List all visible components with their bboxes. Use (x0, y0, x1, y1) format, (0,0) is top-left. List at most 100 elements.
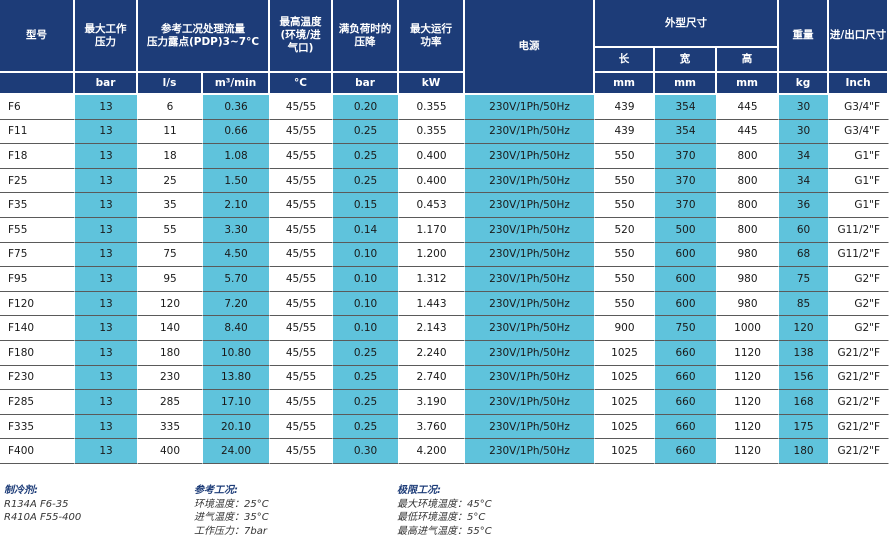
cell-pressure: 13 (75, 144, 138, 169)
notes-line: R410A F55-400 (4, 512, 82, 523)
cell-flow-m3: 1.08 (203, 144, 271, 169)
cell-supply: 230V/1Ph/50Hz (465, 193, 596, 218)
cell-length: 550 (595, 144, 656, 169)
cell-model: F140 (0, 316, 75, 341)
cell-weight: 120 (779, 316, 830, 341)
cell-flow-ls: 18 (138, 144, 203, 169)
cell-model: F95 (0, 267, 75, 292)
cell-pressure: 13 (75, 119, 138, 145)
cell-power: 1.200 (399, 242, 466, 268)
unit-inlet: Inch (829, 73, 890, 95)
cell-weight: 138 (779, 340, 830, 366)
cell-flow-ls: 180 (138, 340, 203, 366)
cell-inlet: G11/2"F (829, 217, 890, 243)
cell-drop: 0.25 (333, 390, 400, 415)
cell-model: F400 (0, 439, 75, 464)
cell-inlet: G2"F (829, 267, 890, 292)
header-weight: 重量 (779, 0, 830, 73)
cell-weight: 30 (779, 119, 830, 145)
cell-length: 550 (595, 242, 656, 268)
cell-weight: 75 (779, 267, 830, 292)
cell-drop: 0.20 (333, 95, 400, 120)
cell-pressure: 13 (75, 365, 138, 391)
table-row: F11 13 11 0.66 45/55 0.25 0.355 230V/1Ph/50Hz 43… (0, 119, 890, 145)
cell-height: 1120 (717, 365, 780, 391)
cell-model: F18 (0, 144, 75, 169)
cell-pressure: 13 (75, 193, 138, 218)
cell-inlet: G21/2"F (829, 390, 890, 415)
unit-length: mm (595, 73, 656, 95)
cell-temp: 45/55 (270, 439, 334, 464)
notes-limit-title: 极限工况: (397, 485, 441, 496)
cell-pressure: 13 (75, 95, 138, 120)
cell-length: 550 (595, 193, 656, 218)
cell-width: 660 (655, 439, 718, 464)
table-body: F6 13 6 0.36 45/55 0.20 0.355 230V/1Ph/50Hz 439 3… (0, 95, 890, 464)
cell-temp: 45/55 (270, 316, 334, 341)
cell-width: 370 (655, 144, 718, 169)
cell-weight: 34 (779, 144, 830, 169)
cell-drop: 0.10 (333, 267, 400, 292)
cell-pressure: 13 (75, 267, 138, 292)
cell-supply: 230V/1Ph/50Hz (465, 340, 596, 366)
table-row: F6 13 6 0.36 45/55 0.20 0.355 230V/1Ph/50Hz 439 3… (0, 95, 890, 120)
cell-length: 550 (595, 291, 656, 317)
notes-line: R134A F6-35 (4, 498, 69, 510)
cell-length: 1025 (595, 439, 656, 464)
notes-reference-title: 参考工况: (194, 485, 238, 496)
cell-pressure: 13 (75, 217, 138, 243)
cell-height: 980 (717, 291, 780, 317)
header-power-supply: 电源 (465, 0, 596, 95)
spec-table: 型号 最大工作 压力 参考工况处理流量 压力露点(PDP)3~7°C 最高温度 … (0, 0, 890, 464)
cell-pressure: 13 (75, 340, 138, 366)
cell-weight: 60 (779, 217, 830, 243)
table-row: F25 13 25 1.50 45/55 0.25 0.400 230V/1Ph/50Hz 55… (0, 168, 890, 194)
cell-temp: 45/55 (270, 340, 334, 366)
cell-inlet: G21/2"F (829, 414, 890, 440)
cell-height: 445 (717, 95, 780, 120)
cell-power: 4.200 (399, 439, 466, 464)
cell-model: F6 (0, 95, 75, 120)
cell-inlet: G3/4"F (829, 119, 890, 145)
cell-width: 660 (655, 414, 718, 440)
cell-power: 0.400 (399, 144, 466, 169)
cell-weight: 180 (779, 439, 830, 464)
cell-drop: 0.10 (333, 291, 400, 317)
cell-flow-m3: 1.50 (203, 168, 271, 194)
header-dim-width: 宽 (655, 48, 718, 73)
notes-line: 最低环境温度：5°C (397, 512, 486, 523)
table-row: F180 13 180 10.80 45/55 0.25 2.240 230V/1Ph/50H… (0, 340, 890, 366)
table-row: F18 13 18 1.08 45/55 0.25 0.400 230V/1Ph/50Hz 55… (0, 144, 890, 169)
notes-limit: 极限工况: 最大环境温度：45°C 最低环境温度：5°C 最高进气温度：55°C (397, 484, 492, 538)
notes-line: 最高进气温度：55°C (397, 525, 492, 537)
cell-power: 0.355 (399, 95, 466, 120)
cell-supply: 230V/1Ph/50Hz (465, 390, 596, 415)
cell-model: F35 (0, 193, 75, 218)
cell-power: 1.312 (399, 267, 466, 292)
cell-inlet: G1"F (829, 144, 890, 169)
cell-supply: 230V/1Ph/50Hz (465, 168, 596, 194)
cell-temp: 45/55 (270, 217, 334, 243)
cell-inlet: G21/2"F (829, 340, 890, 366)
cell-drop: 0.10 (333, 316, 400, 341)
cell-height: 800 (717, 217, 780, 243)
cell-weight: 156 (779, 365, 830, 391)
cell-power: 2.240 (399, 340, 466, 366)
cell-power: 2.143 (399, 316, 466, 341)
cell-inlet: G2"F (829, 316, 890, 341)
header-dim-height: 高 (717, 48, 780, 73)
cell-length: 1025 (595, 365, 656, 391)
cell-length: 1025 (595, 390, 656, 415)
cell-supply: 230V/1Ph/50Hz (465, 414, 596, 440)
table-row: F120 13 120 7.20 45/55 0.10 1.443 230V/1Ph/50Hz… (0, 291, 890, 317)
cell-width: 600 (655, 242, 718, 268)
cell-width: 600 (655, 267, 718, 292)
cell-flow-m3: 4.50 (203, 242, 271, 268)
cell-flow-m3: 0.36 (203, 95, 271, 120)
cell-model: F75 (0, 242, 75, 268)
cell-width: 354 (655, 95, 718, 120)
table-row: F95 13 95 5.70 45/55 0.10 1.312 230V/1Ph/50Hz 55… (0, 267, 890, 292)
cell-model: F55 (0, 217, 75, 243)
cell-height: 800 (717, 144, 780, 169)
cell-power: 3.190 (399, 390, 466, 415)
